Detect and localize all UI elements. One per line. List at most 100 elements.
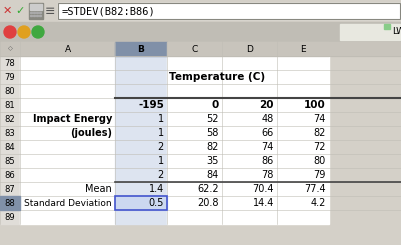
Bar <box>20 196 115 210</box>
Text: 85: 85 <box>5 157 15 166</box>
Bar <box>115 210 166 224</box>
Bar <box>221 112 276 126</box>
Bar <box>221 42 276 56</box>
Text: Standard Deviation: Standard Deviation <box>24 198 112 208</box>
Bar <box>20 84 115 98</box>
Bar <box>276 56 328 70</box>
Bar <box>0 168 20 182</box>
Text: 86: 86 <box>261 156 273 166</box>
Bar <box>221 196 276 210</box>
Text: 1: 1 <box>158 128 164 138</box>
Text: -195: -195 <box>138 100 164 110</box>
Text: 84: 84 <box>206 170 219 180</box>
Bar <box>221 126 276 140</box>
Text: D: D <box>245 45 252 53</box>
Bar <box>33 15 35 16</box>
Bar <box>0 22 401 42</box>
Bar <box>33 12 35 13</box>
Bar <box>29 3 43 19</box>
Bar <box>339 24 399 40</box>
Bar <box>20 98 115 112</box>
Bar <box>0 154 20 168</box>
Bar <box>58 3 399 19</box>
Bar <box>36 15 38 16</box>
Text: 79: 79 <box>313 170 325 180</box>
Bar <box>115 42 166 56</box>
Text: 83: 83 <box>5 128 15 137</box>
Bar <box>166 70 221 84</box>
Text: 1: 1 <box>158 156 164 166</box>
Bar <box>0 182 20 196</box>
Text: E: E <box>300 45 305 53</box>
Bar <box>383 24 389 29</box>
Text: 14.4: 14.4 <box>252 198 273 208</box>
Text: Mean: Mean <box>85 184 112 194</box>
Text: 78: 78 <box>5 59 15 68</box>
Text: A: A <box>64 45 71 53</box>
Bar <box>115 196 166 210</box>
Bar <box>115 84 166 98</box>
Circle shape <box>18 26 30 38</box>
Text: 82: 82 <box>206 142 219 152</box>
Bar <box>0 140 20 154</box>
Bar <box>20 154 115 168</box>
Bar <box>39 12 41 13</box>
Text: 1: 1 <box>158 114 164 124</box>
Bar <box>0 196 20 210</box>
Bar <box>0 42 401 56</box>
Bar <box>166 168 221 182</box>
Bar <box>166 182 221 196</box>
Text: 2: 2 <box>157 142 164 152</box>
Bar <box>276 182 328 196</box>
Text: 1.4: 1.4 <box>148 184 164 194</box>
Bar <box>0 84 20 98</box>
Bar <box>166 140 221 154</box>
Bar <box>0 196 20 210</box>
Bar <box>166 56 221 70</box>
Text: 80: 80 <box>5 86 15 96</box>
Bar <box>221 168 276 182</box>
Bar <box>20 112 115 126</box>
Text: 74: 74 <box>261 142 273 152</box>
Text: 78: 78 <box>261 170 273 180</box>
Text: 66: 66 <box>261 128 273 138</box>
Text: 35: 35 <box>206 156 219 166</box>
Bar <box>30 4 42 10</box>
Bar <box>115 154 166 168</box>
Text: 20.8: 20.8 <box>197 198 219 208</box>
Bar <box>30 15 32 16</box>
Text: 58: 58 <box>206 128 219 138</box>
Bar <box>276 84 328 98</box>
Text: ◇: ◇ <box>8 47 12 51</box>
Bar <box>166 196 221 210</box>
Text: 48: 48 <box>261 114 273 124</box>
Bar <box>166 112 221 126</box>
Bar <box>276 154 328 168</box>
Text: 89: 89 <box>5 212 15 221</box>
Bar <box>115 140 166 154</box>
Text: 2: 2 <box>157 170 164 180</box>
Bar <box>20 126 115 140</box>
Bar <box>0 70 20 84</box>
Bar <box>20 42 115 56</box>
Bar <box>221 56 276 70</box>
Text: 84: 84 <box>5 143 15 151</box>
Bar <box>276 196 328 210</box>
Text: 0.5: 0.5 <box>148 198 164 208</box>
Bar <box>276 42 328 56</box>
Bar <box>0 112 20 126</box>
Text: 100: 100 <box>304 100 325 110</box>
Text: (joules): (joules) <box>70 128 112 138</box>
Bar <box>276 168 328 182</box>
Text: 80: 80 <box>313 156 325 166</box>
Text: ✓: ✓ <box>15 6 24 16</box>
Bar <box>20 182 115 196</box>
Text: 88: 88 <box>5 198 15 208</box>
Bar <box>115 112 166 126</box>
Text: 79: 79 <box>5 73 15 82</box>
Bar <box>115 56 166 70</box>
Bar <box>221 210 276 224</box>
Text: ≡: ≡ <box>45 4 55 17</box>
Bar <box>115 168 166 182</box>
Bar <box>115 98 166 112</box>
